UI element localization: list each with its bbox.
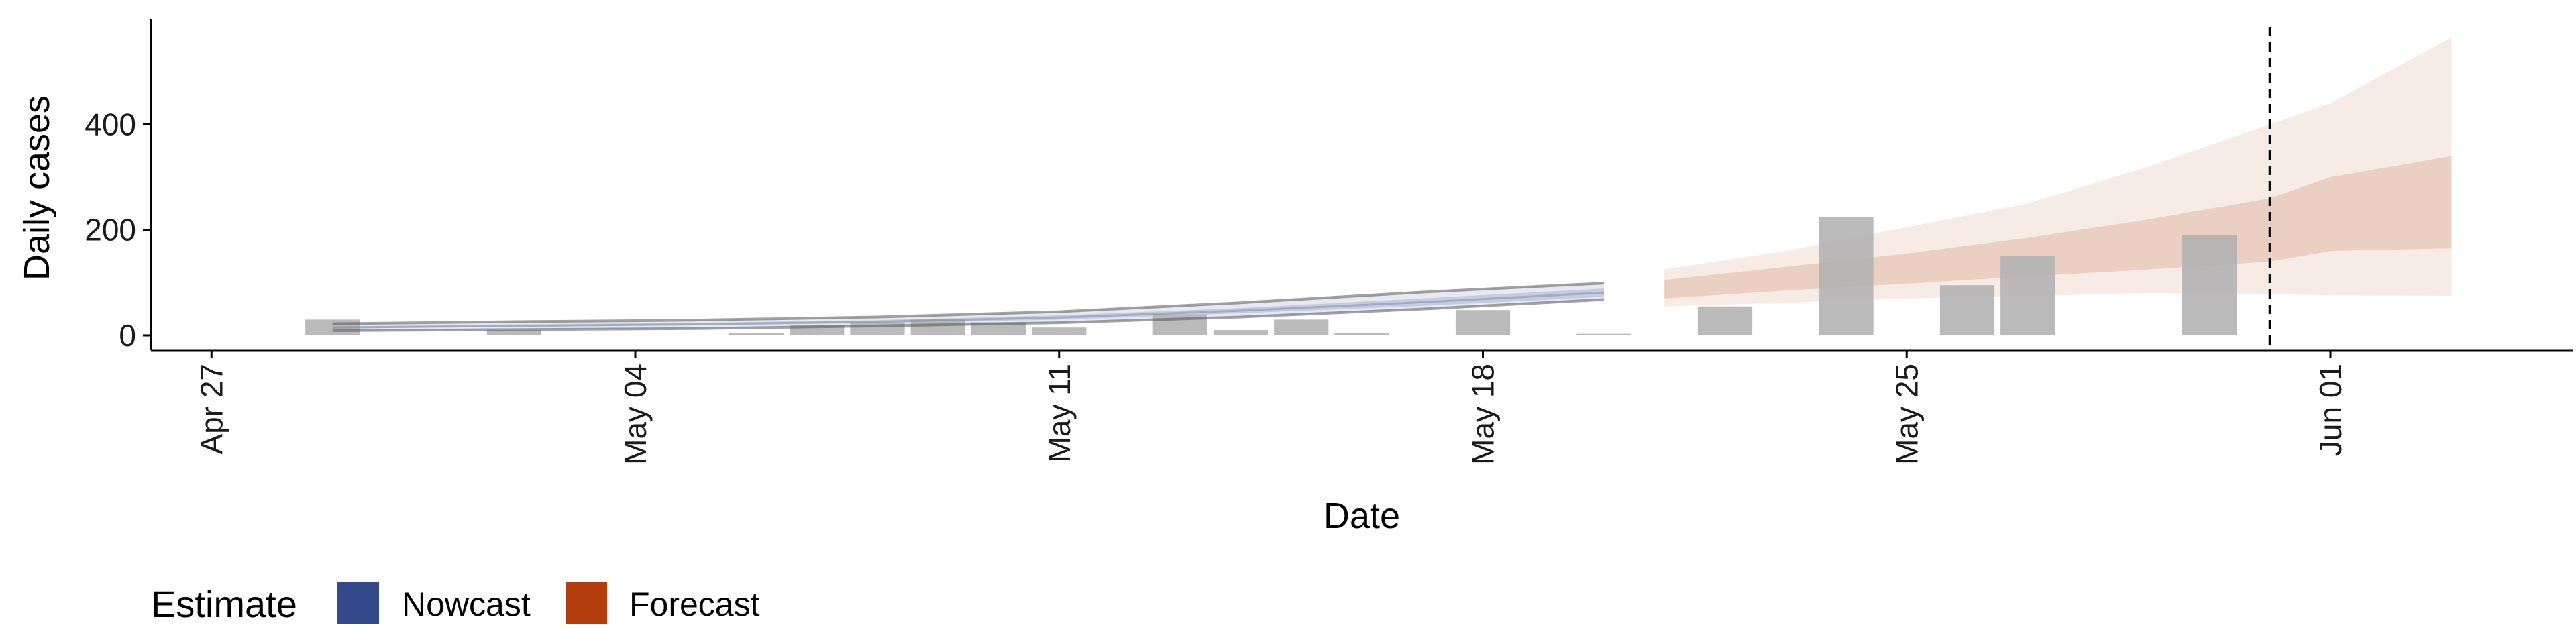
axes [143,19,2573,358]
observed-case-bar [1032,327,1087,335]
observed-case-bar [1939,285,1995,335]
x-axis-title: Date [1324,496,1400,536]
observed-case-bar [1697,306,1753,335]
legend-key-forecast [566,582,607,624]
x-tick-label: May 25 [1889,364,1924,465]
observed-case-bar [971,322,1026,335]
legend: Estimate Nowcast Forecast [151,582,760,625]
legend-label-forecast: Forecast [629,586,760,623]
x-tick-labels: Apr 27 May 04 May 11 May 18 May 25 Jun 01 [194,364,2348,465]
x-tick-label: May 11 [1042,364,1077,462]
legend-key-nowcast [337,582,379,624]
observed-case-bar [1819,216,1874,335]
x-tick-label: Apr 27 [194,364,229,455]
x-tick-label: Jun 01 [2313,364,2348,456]
estimate-lines [332,282,1605,332]
observed-case-bar [850,322,905,335]
uncertainty-bands [332,37,2452,331]
y-tick-label: 200 [85,213,136,248]
y-axis-title: Daily cases [17,95,57,280]
observed-case-bar [1274,319,1329,335]
observed-case-bar [1455,310,1511,335]
observed-case-bar [729,333,784,335]
legend-label-nowcast: Nowcast [402,586,531,623]
nowcast-median-line [332,291,1605,329]
x-tick-label: May 18 [1466,364,1501,465]
observed-case-bar [910,319,965,335]
y-tick-label: 400 [85,107,136,142]
observed-case-bar [1576,333,1631,335]
observed-case-bar [1334,333,1389,335]
observed-case-bar [2000,256,2055,335]
nowcast-lower-90-line [332,298,1605,332]
nowcast-90-band [332,283,1604,331]
observed-case-bars [305,216,2237,335]
legend-title: Estimate [151,583,297,625]
observed-case-bar [2182,235,2237,335]
y-tick-labels: 0 200 400 [85,107,136,353]
observed-case-bar [486,330,542,335]
observed-case-bar [1213,330,1269,335]
y-tick-label: 0 [119,318,136,353]
nowcast-upper-90-line [332,282,1605,325]
x-tick-label: May 04 [618,364,653,465]
nowcast-50-band [332,288,1604,329]
